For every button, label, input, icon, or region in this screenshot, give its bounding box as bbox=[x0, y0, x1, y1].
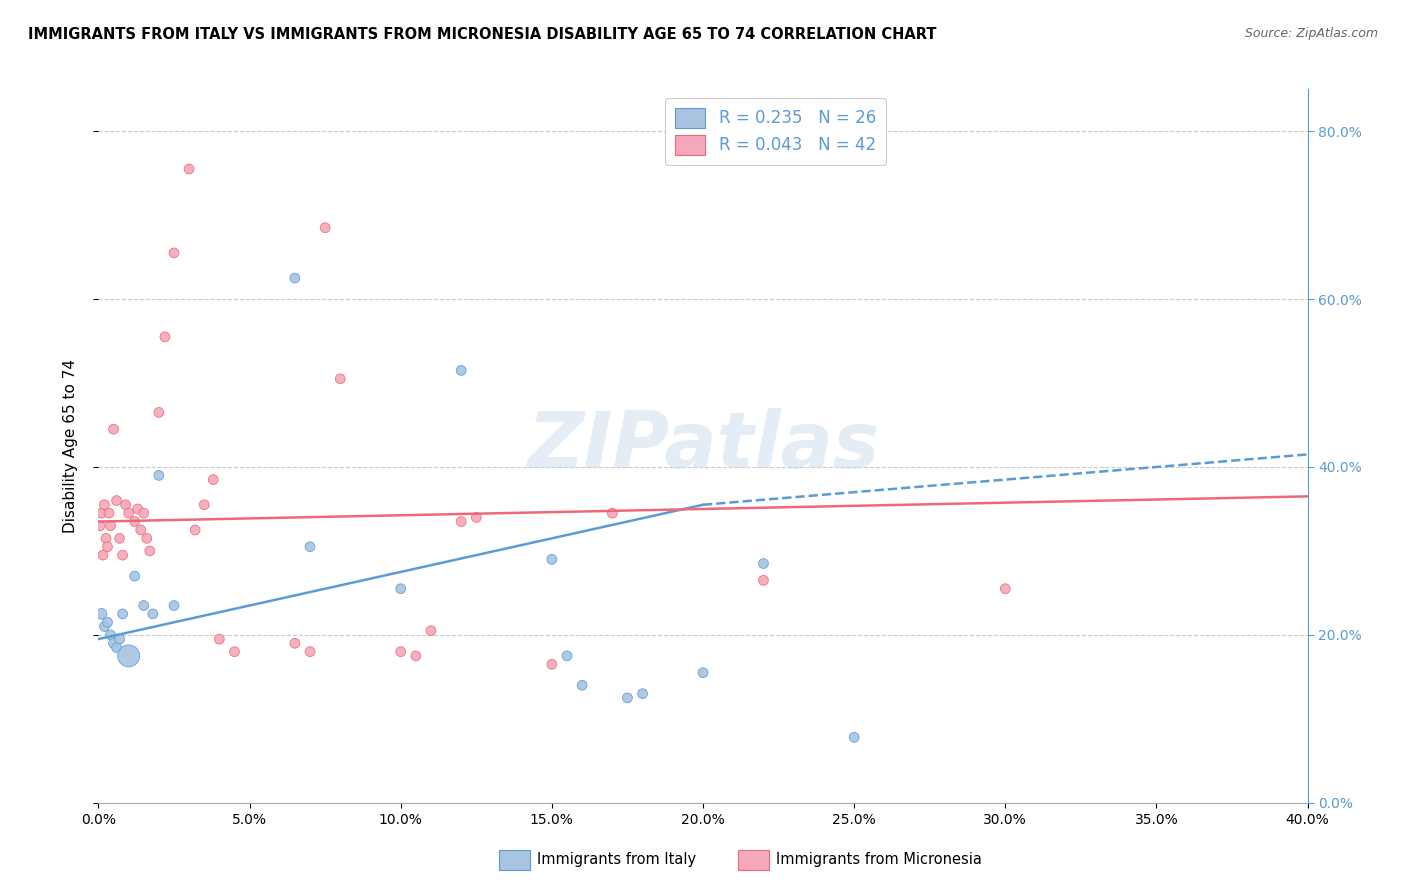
Point bbox=[118, 648, 141, 663]
Point bbox=[284, 636, 307, 650]
Point bbox=[571, 678, 593, 692]
Point bbox=[90, 607, 112, 621]
Point bbox=[163, 599, 186, 613]
Point bbox=[111, 607, 134, 621]
Point bbox=[124, 515, 146, 529]
Point bbox=[103, 422, 125, 436]
Point bbox=[389, 645, 412, 659]
Text: IMMIGRANTS FROM ITALY VS IMMIGRANTS FROM MICRONESIA DISABILITY AGE 65 TO 74 CORR: IMMIGRANTS FROM ITALY VS IMMIGRANTS FROM… bbox=[28, 27, 936, 42]
Point bbox=[93, 498, 115, 512]
Point bbox=[844, 731, 866, 745]
Point bbox=[405, 648, 427, 663]
Point bbox=[108, 532, 131, 546]
Point bbox=[314, 220, 336, 235]
Point bbox=[284, 271, 307, 285]
Point bbox=[96, 615, 118, 630]
Point bbox=[91, 548, 114, 562]
Point bbox=[540, 552, 562, 566]
Point bbox=[100, 628, 122, 642]
Point bbox=[389, 582, 412, 596]
Point bbox=[129, 523, 152, 537]
Point bbox=[208, 632, 231, 646]
Point bbox=[193, 498, 215, 512]
Point bbox=[299, 645, 322, 659]
Point bbox=[93, 619, 115, 633]
Point bbox=[127, 502, 149, 516]
Point bbox=[163, 246, 186, 260]
Point bbox=[179, 161, 201, 176]
Point bbox=[299, 540, 322, 554]
Text: Immigrants from Micronesia: Immigrants from Micronesia bbox=[776, 853, 981, 867]
Point bbox=[100, 518, 122, 533]
Point bbox=[450, 515, 472, 529]
Point bbox=[135, 532, 157, 546]
Point bbox=[148, 405, 170, 419]
Point bbox=[153, 330, 176, 344]
Y-axis label: Disability Age 65 to 74: Disability Age 65 to 74 bbox=[63, 359, 77, 533]
Point bbox=[142, 607, 165, 621]
Point bbox=[96, 540, 118, 554]
Point bbox=[329, 372, 352, 386]
Point bbox=[114, 498, 136, 512]
Point bbox=[90, 506, 112, 520]
Point bbox=[184, 523, 207, 537]
Point bbox=[94, 532, 117, 546]
Point bbox=[202, 473, 225, 487]
Point bbox=[124, 569, 146, 583]
Point bbox=[103, 636, 125, 650]
Point bbox=[540, 657, 562, 672]
Point bbox=[148, 468, 170, 483]
Point bbox=[118, 506, 141, 520]
Point bbox=[105, 493, 128, 508]
Point bbox=[105, 640, 128, 655]
Point bbox=[692, 665, 714, 680]
Point bbox=[132, 506, 155, 520]
Point bbox=[420, 624, 443, 638]
Text: ZIPatlas: ZIPatlas bbox=[527, 408, 879, 484]
Point bbox=[994, 582, 1017, 596]
Point bbox=[224, 645, 246, 659]
Legend: R = 0.235   N = 26, R = 0.043   N = 42: R = 0.235 N = 26, R = 0.043 N = 42 bbox=[665, 97, 886, 165]
Point bbox=[98, 506, 121, 520]
Point bbox=[752, 557, 775, 571]
Point bbox=[89, 518, 111, 533]
Point bbox=[555, 648, 578, 663]
Point bbox=[616, 690, 638, 705]
Point bbox=[752, 574, 775, 588]
Point bbox=[111, 548, 134, 562]
Point bbox=[450, 363, 472, 377]
Point bbox=[602, 506, 624, 520]
Point bbox=[631, 687, 654, 701]
Text: Source: ZipAtlas.com: Source: ZipAtlas.com bbox=[1244, 27, 1378, 40]
Text: Immigrants from Italy: Immigrants from Italy bbox=[537, 853, 696, 867]
Point bbox=[139, 544, 162, 558]
Point bbox=[108, 632, 131, 646]
Point bbox=[465, 510, 488, 524]
Point bbox=[132, 599, 155, 613]
